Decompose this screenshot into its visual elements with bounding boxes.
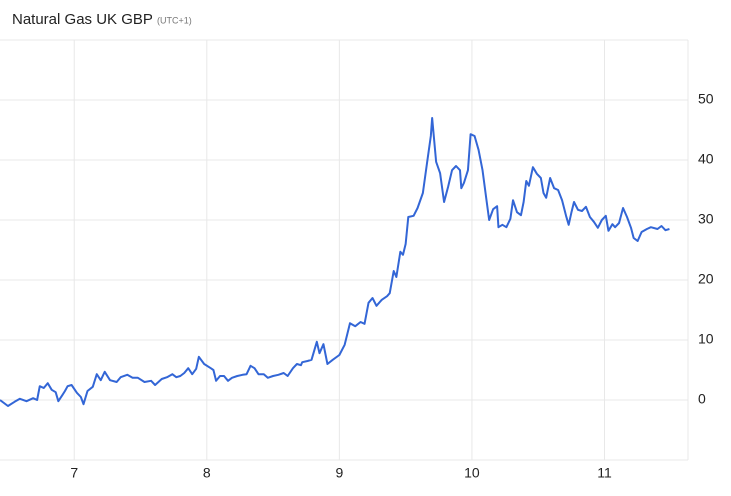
chart-subtitle: (UTC+1) (157, 15, 192, 25)
y-tick-label: 10 (698, 331, 714, 347)
chart-title: Natural Gas UK GBP (12, 11, 153, 28)
x-tick-label: 10 (464, 465, 480, 481)
grid-layer (0, 40, 688, 460)
x-tick-label: 9 (335, 465, 343, 481)
x-tick-label: 8 (203, 465, 211, 481)
y-tick-label: 0 (698, 391, 706, 407)
x-tick-label: 11 (597, 465, 612, 481)
y-tick-label: 20 (698, 271, 714, 287)
y-tick-label: 50 (698, 91, 714, 107)
price-line (0, 117, 670, 407)
y-tick-label: 30 (698, 211, 714, 227)
x-tick-label: 7 (70, 465, 78, 481)
y-tick-label: 40 (698, 151, 714, 167)
